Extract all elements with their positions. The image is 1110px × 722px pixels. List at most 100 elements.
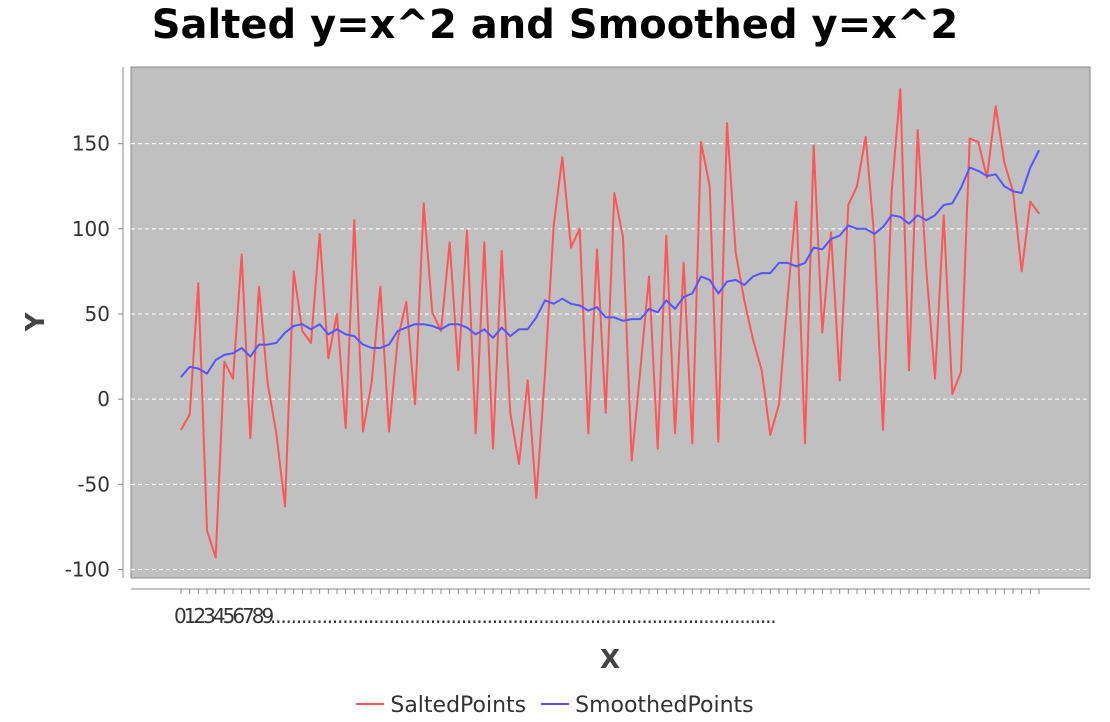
data-point-SmoothedPoints: 43 [431, 325, 433, 327]
data-point-SmoothedPoints: 72 [752, 275, 754, 278]
data-point-SaltedPoints: 122 [891, 190, 893, 192]
data-point-SmoothedPoints: 48 [605, 316, 607, 318]
data-point-SmoothedPoints: 19 [189, 366, 191, 368]
data-point-SmoothedPoints: 56 [570, 303, 572, 305]
data-point-SmoothedPoints: 42 [501, 327, 503, 329]
data-point-SaltedPoints: 80 [683, 262, 685, 264]
data-point-SaltedPoints: -58 [535, 497, 537, 499]
data-point-SmoothedPoints: 38 [345, 333, 347, 335]
data-point-SmoothedPoints: 44 [457, 323, 459, 325]
data-point-SmoothedPoints: 40 [397, 330, 399, 332]
data-point-SaltedPoints: 24 [327, 357, 329, 359]
data-point-SmoothedPoints: 131 [986, 175, 988, 177]
data-point-SmoothedPoints: 74 [761, 272, 763, 274]
data-point-SaltedPoints: -19 [362, 430, 364, 433]
data-point-SmoothedPoints: 60 [683, 296, 685, 298]
data-point-SmoothedPoints: 74 [769, 272, 771, 274]
data-point-SaltedPoints: 17 [457, 369, 459, 371]
data-point-SaltedPoints: 57 [405, 301, 407, 303]
data-point-SaltedPoints: 95 [622, 236, 624, 238]
data-point-SmoothedPoints: 80 [787, 262, 789, 264]
data-point-SmoothedPoints: 146 [1038, 149, 1040, 152]
data-point-SmoothedPoints: 58 [665, 299, 667, 301]
data-point-SmoothedPoints: 26 [223, 354, 225, 356]
data-point-SaltedPoints: 16 [960, 371, 962, 373]
data-point-SaltedPoints: 35 [397, 338, 399, 341]
data-point-SmoothedPoints: 15 [206, 373, 208, 375]
data-point-SaltedPoints: 35 [752, 338, 754, 341]
y-tick-label: 50 [85, 302, 110, 326]
data-point-SaltedPoints: -3 [778, 403, 780, 405]
data-point-SaltedPoints: 17 [761, 369, 763, 371]
data-point-SaltedPoints: 121 [613, 192, 615, 194]
data-point-SmoothedPoints: 69 [726, 281, 728, 283]
data-point-SmoothedPoints: 32 [388, 344, 390, 346]
data-point-SaltedPoints: 66 [379, 286, 381, 288]
data-point-SaltedPoints: -38 [518, 463, 520, 465]
data-point-SaltedPoints: 116 [1029, 201, 1031, 203]
legend-item-smoothed: SmoothedPoints [541, 693, 754, 718]
data-point-SaltedPoints: 99 [466, 229, 468, 232]
data-point-SmoothedPoints: 122 [1012, 190, 1014, 192]
data-point-SaltedPoints: 139 [1003, 161, 1005, 163]
data-point-SaltedPoints: 75 [293, 270, 295, 272]
data-point-SmoothedPoints: 136 [969, 166, 971, 169]
data-point-SmoothedPoints: 42 [466, 327, 468, 329]
data-point-SaltedPoints: 68 [197, 282, 199, 284]
data-point-SaltedPoints: 88 [596, 248, 598, 250]
data-point-SaltedPoints: -18 [882, 429, 884, 431]
data-point-SaltedPoints: 15 [544, 373, 546, 375]
data-point-SaltedPoints: 86 [735, 252, 737, 254]
data-point-SaltedPoints: 125 [856, 185, 858, 187]
data-point-SaltedPoints: 142 [561, 156, 563, 158]
data-point-SmoothedPoints: 32 [258, 344, 260, 346]
data-point-SaltedPoints: 96 [665, 235, 667, 237]
data-point-SmoothedPoints: 43 [293, 325, 295, 327]
data-point-SmoothedPoints: 132 [995, 173, 997, 175]
data-point-SmoothedPoints: 78 [795, 265, 797, 267]
data-point-SaltedPoints: -20 [674, 432, 676, 434]
chart-title: Salted y=x^2 and Smoothed y=x^2 [151, 2, 959, 48]
data-point-SaltedPoints: 22 [223, 361, 225, 363]
data-point-SmoothedPoints: 27 [232, 352, 234, 354]
data-point-SaltedPoints: 109 [1038, 212, 1040, 215]
data-point-SaltedPoints: 116 [795, 201, 797, 203]
data-point-SmoothedPoints: 136 [1029, 166, 1031, 169]
data-point-SaltedPoints: 76 [925, 269, 927, 271]
data-point-SmoothedPoints: 36 [492, 337, 494, 339]
data-point-SaltedPoints: 17 [908, 369, 910, 371]
data-point-SaltedPoints: 95 [873, 236, 875, 238]
data-point-SmoothedPoints: 54 [596, 306, 598, 308]
data-point-SaltedPoints: -8 [509, 412, 511, 414]
data-point-SaltedPoints: 158 [917, 129, 919, 131]
data-point-SmoothedPoints: 108 [891, 214, 893, 216]
data-point-SmoothedPoints: 70 [709, 279, 711, 281]
data-point-SaltedPoints: -26 [691, 442, 693, 444]
data-point-SmoothedPoints: 58 [544, 299, 546, 301]
data-point-SmoothedPoints: 48 [535, 316, 537, 318]
data-point-SmoothedPoints: 23 [215, 359, 217, 361]
data-point-SmoothedPoints: 97 [873, 233, 875, 235]
data-point-SaltedPoints: 100 [579, 228, 581, 230]
data-point-SaltedPoints: -9 [189, 413, 191, 416]
legend-label-smoothed: SmoothedPoints [575, 693, 754, 718]
data-point-SaltedPoints: 97 [319, 233, 321, 235]
data-point-SmoothedPoints: 53 [648, 308, 650, 310]
data-point-SaltedPoints: 105 [353, 219, 355, 221]
data-point-SmoothedPoints: 41 [518, 328, 520, 330]
data-point-SmoothedPoints: 44 [449, 323, 451, 325]
data-point-SmoothedPoints: 102 [847, 224, 849, 226]
data-point-SmoothedPoints: 18 [197, 367, 199, 370]
data-point-SaltedPoints: -18 [180, 429, 182, 431]
data-point-SmoothedPoints: 25 [249, 356, 251, 358]
data-point-SmoothedPoints: 100 [865, 228, 867, 230]
data-point-SmoothedPoints: 89 [813, 247, 815, 249]
data-point-SmoothedPoints: 41 [527, 328, 529, 330]
data-point-SmoothedPoints: 67 [743, 284, 745, 286]
data-point-SaltedPoints: 153 [969, 137, 971, 140]
data-point-SmoothedPoints: 72 [700, 275, 702, 278]
data-point-SmoothedPoints: 41 [336, 328, 338, 330]
data-point-SmoothedPoints: 55 [579, 304, 581, 307]
data-point-SaltedPoints: 149 [813, 144, 815, 146]
